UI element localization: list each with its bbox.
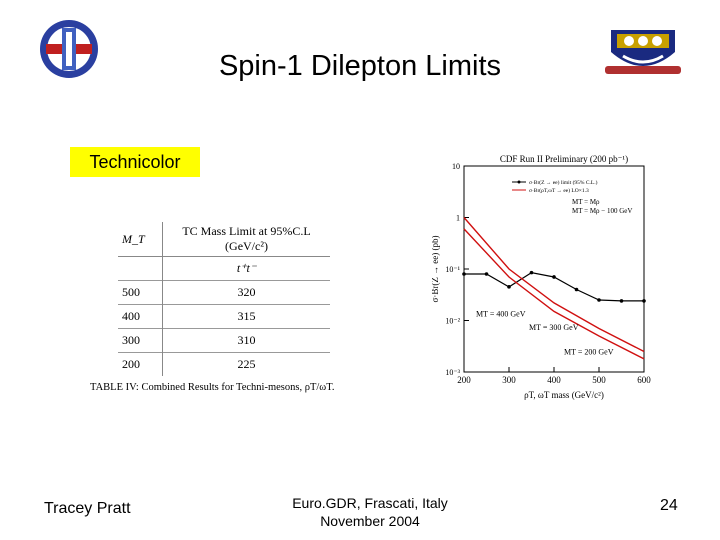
results-table: M_T TC Mass Limit at 95%C.L (GeV/c²) t⁺t… [118, 222, 338, 376]
table-header-limit: TC Mass Limit at 95%C.L (GeV/c²) [162, 222, 330, 257]
table-header-mt: M_T [118, 222, 163, 257]
data-point [642, 299, 646, 303]
legend-entry: σ·Br(ρT,ωT → ee) LO×1.3 [529, 187, 589, 194]
table-caption: TABLE IV: Combined Results for Techni-me… [90, 382, 335, 393]
curve-annotation: MT = 200 GeV [564, 347, 614, 356]
table-cell [118, 256, 163, 281]
data-point [507, 285, 511, 289]
data-point [484, 272, 489, 276]
data-point [574, 287, 579, 292]
table-cell-limit: 315 [162, 304, 330, 329]
dilepton-limit-chart: CDF Run II Preliminary (200 pb⁻¹) 200 300 4… [430, 152, 654, 414]
footer-author: Tracey Pratt [44, 500, 131, 517]
x-tick-label: 500 [592, 375, 606, 385]
fermilab-logo [38, 18, 100, 80]
curve-annotation: MT = 300 GeV [529, 323, 579, 332]
legend-marker [517, 180, 521, 184]
y-axis-label: σ·Br(Z → ee) (pb) [432, 235, 440, 302]
data-point [462, 272, 466, 276]
table-cell-limit: 320 [162, 280, 330, 305]
data-point [552, 275, 556, 279]
table-cell-limit: 225 [162, 352, 330, 376]
y-tick-label: 10⁻¹ [445, 265, 460, 274]
section-label: Technicolor [70, 147, 200, 177]
table-cell-mt: 400 [118, 304, 163, 329]
footer-event-line2: November 2004 [320, 513, 420, 529]
legend-note: MT = Mρ [572, 198, 600, 206]
legend-entry: σ·Br(Z → ee) limit (95% C.L.) [529, 179, 598, 186]
y-tick-label: 1 [456, 214, 460, 223]
table-row: 200 225 [118, 352, 330, 376]
table-subheader: t⁺t⁻ [236, 261, 257, 275]
table-cell-mt: 300 [118, 328, 163, 353]
x-tick-label: 400 [547, 375, 561, 385]
table-row: 500 320 [118, 280, 330, 305]
x-axis-label: ρT, ωT mass (GeV/c²) [524, 390, 604, 400]
footer-event: Euro.GDR, Frascati, Italy November 2004 [270, 494, 470, 530]
university-crest-logo [603, 22, 683, 82]
x-tick-label: 600 [637, 375, 651, 385]
y-tick-label: 10⁻³ [445, 368, 460, 377]
slide-title: Spin-1 Dilepton Limits [218, 50, 502, 82]
table-cell-mt: 200 [118, 352, 163, 376]
page-number: 24 [660, 497, 678, 514]
legend-note: MT = Mρ − 100 GeV [572, 207, 632, 215]
x-tick-label: 300 [502, 375, 516, 385]
x-tick-label: 200 [457, 375, 471, 385]
y-tick-label: 10⁻² [445, 317, 460, 326]
plot-frame [463, 165, 645, 373]
table-cell-limit: 310 [162, 328, 330, 353]
y-tick-label: 10 [452, 162, 460, 171]
table-cell-mt: 500 [118, 280, 163, 305]
data-point [597, 298, 601, 302]
chart-title: CDF Run II Preliminary (200 pb⁻¹) [500, 154, 628, 164]
table-row: 400 315 [118, 304, 330, 329]
series-line [463, 217, 645, 353]
table-row: 300 310 [118, 328, 330, 353]
data-point [619, 299, 624, 303]
footer-event-line1: Euro.GDR, Frascati, Italy [292, 495, 448, 511]
series-line [463, 228, 645, 360]
curve-annotation: MT = 400 GeV [476, 309, 526, 318]
data-point [529, 270, 534, 275]
